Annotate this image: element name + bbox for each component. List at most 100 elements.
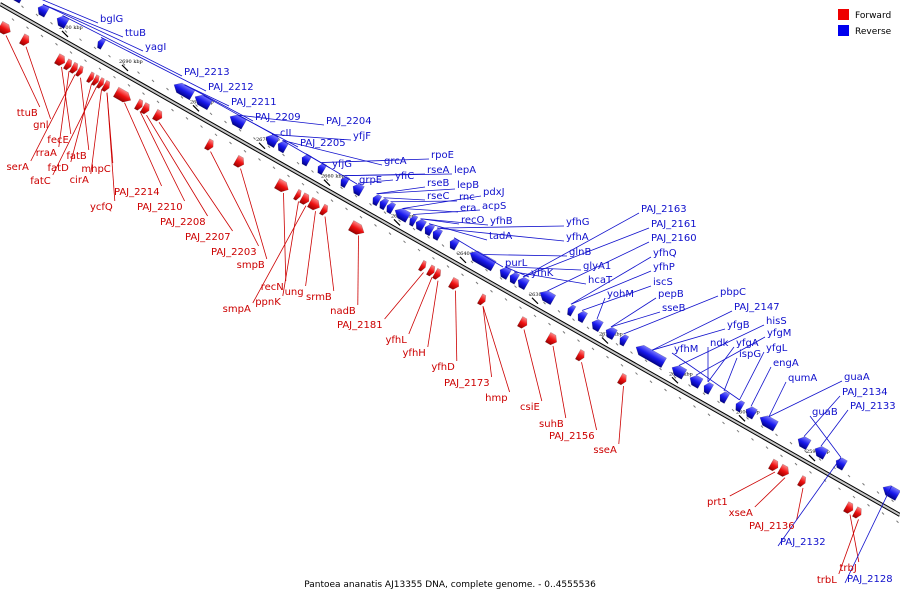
forward-gene-arrow[interactable]: [0, 20, 13, 36]
gene-label-bglg[interactable]: bglG: [100, 14, 123, 25]
reverse-gene-arrow[interactable]: [263, 132, 280, 149]
reverse-gene-arrow[interactable]: [603, 325, 618, 341]
gene-label-recn[interactable]: recN: [261, 282, 284, 293]
reverse-gene-arrow[interactable]: [733, 399, 746, 413]
forward-gene-arrow[interactable]: [318, 203, 330, 217]
forward-gene-arrow[interactable]: [139, 102, 152, 115]
forward-gene-arrow[interactable]: [431, 267, 443, 281]
forward-gene-arrow[interactable]: [851, 506, 864, 520]
forward-gene-arrow[interactable]: [292, 188, 303, 201]
gene-label-enga[interactable]: engA: [773, 358, 799, 369]
gene-label-paj-2209[interactable]: PAJ_2209: [255, 112, 301, 123]
forward-gene-arrow[interactable]: [68, 61, 80, 75]
gene-label-rraa[interactable]: rraA: [36, 148, 57, 159]
reverse-gene-arrow[interactable]: [447, 237, 461, 251]
reverse-gene-arrow[interactable]: [407, 214, 419, 227]
forward-gene-arrow[interactable]: [347, 220, 366, 238]
gene-label-pdxj[interactable]: pdxJ: [483, 187, 505, 198]
forward-gene-arrow[interactable]: [100, 79, 112, 93]
gene-label-rsea[interactable]: rseA: [427, 165, 449, 176]
gene-label-era[interactable]: era: [460, 203, 476, 214]
gene-label-yfhh[interactable]: yfhH: [403, 348, 426, 359]
gene-label-csie[interactable]: csiE: [520, 402, 540, 413]
gene-label-paj-2173[interactable]: PAJ_2173: [444, 378, 490, 389]
gene-label-yfgl[interactable]: yfgL: [766, 343, 788, 354]
forward-gene-arrow[interactable]: [62, 58, 74, 72]
gene-label-acps[interactable]: acpS: [482, 201, 506, 212]
reverse-gene-arrow[interactable]: [537, 288, 557, 306]
gene-label-glya1[interactable]: glyA1: [583, 261, 611, 272]
reverse-gene-arrow[interactable]: [717, 390, 731, 404]
gene-label-hmp[interactable]: hmp: [485, 393, 507, 404]
forward-gene-arrow[interactable]: [203, 138, 216, 152]
reverse-gene-arrow[interactable]: [338, 175, 351, 189]
forward-gene-arrow[interactable]: [574, 349, 587, 362]
gene-label-glnb[interactable]: glnB: [569, 247, 591, 258]
forward-gene-arrow[interactable]: [476, 293, 488, 307]
gene-label-ssea[interactable]: sseA: [593, 445, 617, 456]
gene-label-rseb[interactable]: rseB: [427, 178, 449, 189]
gene-label-pepb[interactable]: pepB: [658, 289, 684, 300]
gene-label-ispg[interactable]: ispG: [739, 349, 761, 360]
gene-label-paj-2134[interactable]: PAJ_2134: [842, 387, 888, 398]
forward-gene-arrow[interactable]: [74, 65, 85, 78]
forward-gene-arrow[interactable]: [447, 276, 461, 291]
gene-label-yfjf[interactable]: yfjF: [353, 131, 371, 142]
reverse-gene-arrow[interactable]: [377, 197, 390, 211]
gene-label-paj-2160[interactable]: PAJ_2160: [651, 233, 697, 244]
gene-label-yfhg[interactable]: yfhG: [566, 217, 590, 228]
gene-label-cira[interactable]: cirA: [70, 175, 89, 186]
gene-label-yfjg[interactable]: yfjG: [332, 159, 352, 170]
gene-label-rnc[interactable]: rnc: [459, 192, 475, 203]
gene-label-paj-2132[interactable]: PAJ_2132: [780, 537, 826, 548]
gene-label-paj-2133[interactable]: PAJ_2133: [850, 401, 896, 412]
gene-label-yfga[interactable]: yfgA: [736, 338, 759, 349]
gene-label-yfhl[interactable]: yfhL: [385, 335, 407, 346]
gene-label-sseb[interactable]: sseB: [662, 303, 686, 314]
gene-label-grca[interactable]: grcA: [384, 156, 407, 167]
reverse-gene-arrow[interactable]: [812, 444, 829, 460]
gene-label-yfhq[interactable]: yfhQ: [653, 248, 677, 259]
reverse-gene-arrow[interactable]: [350, 182, 365, 197]
gene-label-rsec[interactable]: rseC: [427, 191, 449, 202]
forward-gene-arrow[interactable]: [133, 98, 145, 112]
reverse-gene-arrow[interactable]: [413, 217, 427, 232]
reverse-gene-arrow[interactable]: [795, 434, 812, 451]
gene-label-paj-2213[interactable]: PAJ_2213: [184, 67, 230, 78]
gene-label-lepa[interactable]: lepA: [454, 165, 476, 176]
gene-label-paj-2147[interactable]: PAJ_2147: [734, 302, 780, 313]
gene-label-paj-2212[interactable]: PAJ_2212: [208, 82, 254, 93]
gene-label-guab[interactable]: guaB: [812, 407, 838, 418]
gene-label-paj-2205[interactable]: PAJ_2205: [300, 138, 346, 149]
gene-label-hcat[interactable]: hcaT: [588, 275, 613, 286]
gene-label-rpoe[interactable]: rpoE: [431, 150, 454, 161]
gene-label-prt1[interactable]: prt1: [707, 497, 728, 508]
gene-label-paj-2208[interactable]: PAJ_2208: [160, 217, 206, 228]
reverse-gene-arrow[interactable]: [687, 373, 704, 389]
forward-gene-arrow[interactable]: [53, 53, 67, 68]
forward-gene-arrow[interactable]: [425, 264, 437, 278]
reverse-gene-arrow[interactable]: [633, 342, 667, 369]
gene-label-paj-2163[interactable]: PAJ_2163: [641, 204, 687, 215]
gene-label-grpe[interactable]: grpE: [359, 175, 382, 186]
gene-label-tada[interactable]: tadA: [489, 231, 512, 242]
reverse-gene-arrow[interactable]: [757, 413, 779, 432]
gene-label-paj-2211[interactable]: PAJ_2211: [231, 97, 277, 108]
forward-gene-arrow[interactable]: [796, 475, 808, 488]
forward-gene-arrow[interactable]: [767, 458, 780, 473]
gene-label-yfhp[interactable]: yfhP: [653, 262, 675, 273]
reverse-gene-arrow[interactable]: [565, 304, 577, 317]
gene-label-xsea[interactable]: xseA: [729, 508, 753, 519]
reverse-gene-arrow[interactable]: [384, 201, 397, 215]
gene-label-ung[interactable]: ung: [285, 287, 304, 298]
gene-label-smpa[interactable]: smpA: [223, 304, 251, 315]
gene-label-paj-2203[interactable]: PAJ_2203: [211, 247, 257, 258]
gene-label-mhpc[interactable]: mhpC: [81, 164, 110, 175]
gene-label-nadb[interactable]: nadB: [330, 306, 356, 317]
reverse-gene-arrow[interactable]: [430, 227, 444, 241]
forward-gene-arrow[interactable]: [85, 71, 96, 84]
reverse-gene-arrow[interactable]: [0, 0, 26, 4]
gene-label-fatc[interactable]: fatC: [30, 176, 51, 187]
gene-label-yfic[interactable]: yfiC: [395, 171, 414, 182]
reverse-gene-arrow[interactable]: [515, 275, 530, 291]
